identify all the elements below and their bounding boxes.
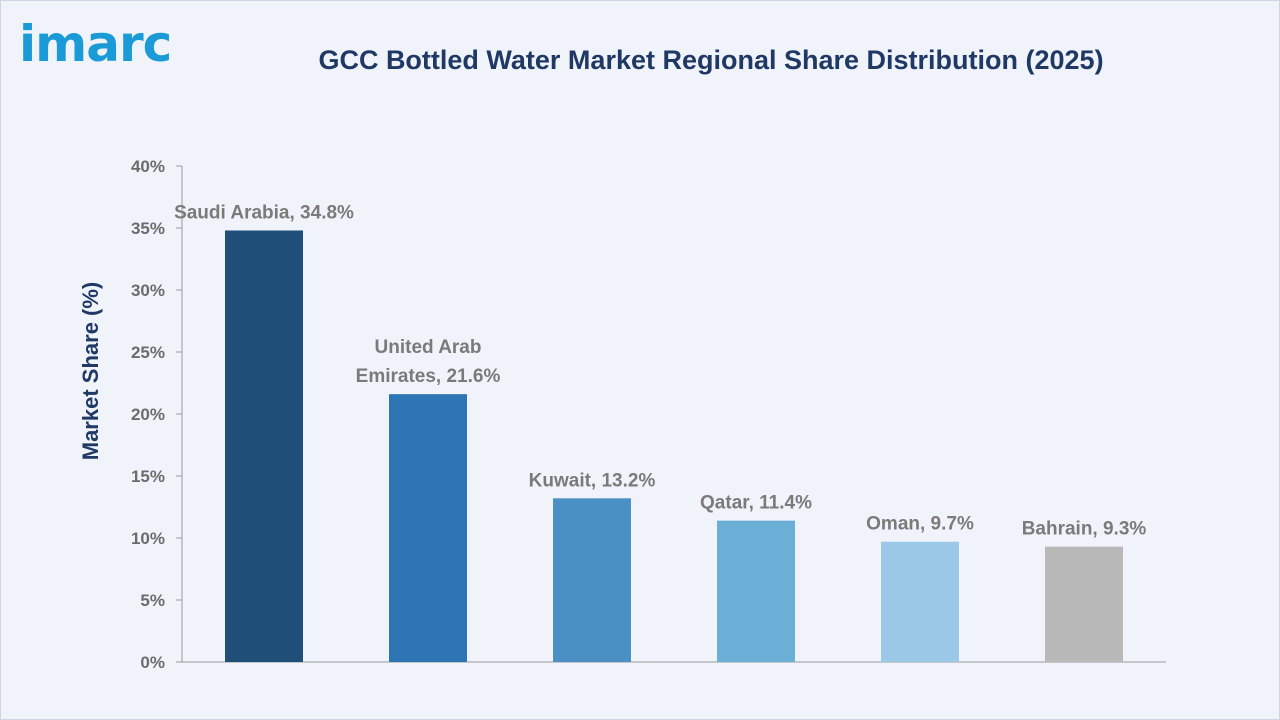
chart-data-labels: Saudi Arabia, 34.8% United Arab Emirates, …	[174, 202, 1146, 539]
y-tick-label: 20%	[131, 405, 165, 424]
data-label: United Arab	[375, 337, 482, 358]
data-label: Bahrain, 9.3%	[1022, 519, 1147, 540]
data-label: Oman, 9.7%	[866, 514, 974, 535]
y-tick-label: 40%	[131, 157, 165, 176]
chart-bars	[225, 230, 1123, 663]
imarc-logo: imarc	[19, 15, 172, 73]
bar-kuwait	[553, 498, 631, 662]
y-tick-label: 5%	[140, 591, 165, 610]
data-label: Saudi Arabia, 34.8%	[174, 202, 354, 223]
bar-qatar	[717, 520, 795, 662]
y-tick-label: 35%	[131, 219, 165, 238]
data-label: Kuwait, 13.2%	[529, 470, 656, 491]
data-label: Qatar, 11.4%	[700, 493, 812, 514]
bar-united-arab-emirates	[389, 394, 467, 662]
bar-saudi-arabia	[225, 230, 303, 663]
chart-title: GCC Bottled Water Market Regional Share …	[318, 45, 1104, 75]
y-tick-label: 25%	[131, 343, 165, 362]
data-label: Emirates, 21.6%	[356, 366, 501, 387]
y-axis-label: Market Share (%)	[78, 282, 103, 461]
bar-oman	[881, 541, 959, 662]
y-tick-label: 0%	[140, 653, 165, 672]
chart-axes: 0% 5% 10% 15% 20% 25% 30% 35% 40%	[131, 157, 1166, 672]
y-tick-label: 10%	[131, 529, 165, 548]
y-tick-label: 15%	[131, 467, 165, 486]
bar-bahrain	[1045, 546, 1123, 662]
y-tick-label: 30%	[131, 281, 165, 300]
